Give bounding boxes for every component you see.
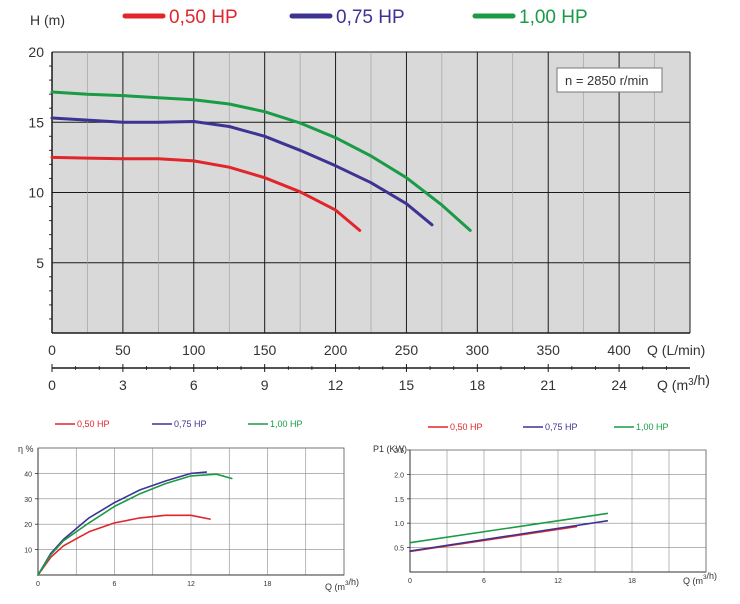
- efficiency-grid: [37, 447, 345, 576]
- x-tick-label: 18: [264, 581, 272, 588]
- flow-m3h-axis: [51, 364, 690, 372]
- head-axis-ticks: 5 10 15 20: [28, 44, 44, 271]
- efficiency-y-ticks: 10 20 30 40: [24, 471, 38, 555]
- x-tick-label: 200: [324, 342, 348, 358]
- legend-label: 0,50 HP: [77, 419, 110, 429]
- series-line: [37, 471, 208, 576]
- series-line: [50, 116, 434, 227]
- power-x-label: Q (m3/h): [683, 571, 717, 586]
- y-tick-label: 15: [28, 114, 44, 130]
- series-line: [409, 512, 609, 544]
- legend-label: 1,00 HP: [636, 422, 669, 432]
- x-tick-label: 150: [253, 342, 277, 358]
- x-tick-label: 0: [48, 342, 56, 358]
- power-chart: 0,50 HP 0,75 HP 1,00 HP P1 (KW) 0.5 1.0 1.5 2…: [373, 422, 717, 586]
- x2-tick-label: 18: [470, 377, 486, 393]
- efficiency-x-ticks: 0 6 12 18: [36, 581, 271, 588]
- flow-lmin-axis-label: Q (L/min): [647, 342, 705, 358]
- flow-lmin-axis-ticks: 0 50 100 150 200 250 300 350 400: [48, 342, 631, 358]
- power-grid: [409, 449, 707, 573]
- x2-tick-label: 12: [328, 377, 344, 393]
- head-flow-grid: [49, 51, 691, 334]
- x-tick-label: 100: [182, 342, 206, 358]
- series-line: [50, 90, 472, 232]
- efficiency-axis-label: η %: [18, 444, 34, 454]
- x-tick-label: 6: [482, 578, 486, 585]
- efficiency-chart: 0,50 HP 0,75 HP 1,00 HP η % 10 20 30 40 0 6 12 1…: [18, 419, 359, 592]
- series-line: [50, 155, 362, 232]
- x-tick-label: 50: [115, 342, 131, 358]
- x2-tick-label: 9: [261, 377, 269, 393]
- x-tick-label: 6: [113, 581, 117, 588]
- head-flow-legend: 0,50 HP 0,75 HP 1,00 HP: [122, 7, 588, 28]
- legend-label: 0,50 HP: [450, 422, 483, 432]
- series-line: [37, 473, 233, 576]
- x2-tick-label: 0: [48, 377, 56, 393]
- power-curves: [409, 512, 609, 553]
- legend-label: 1,00 HP: [270, 419, 303, 429]
- x-tick-label: 18: [628, 578, 636, 585]
- efficiency-x-label: Q (m3/h): [325, 577, 359, 592]
- x2-tick-label: 15: [399, 377, 415, 393]
- legend-label: 0,75 HP: [174, 419, 207, 429]
- x-tick-label: 350: [537, 342, 561, 358]
- x2-tick-label: 6: [190, 377, 198, 393]
- legend-label: 0,50 HP: [169, 7, 238, 28]
- power-x-ticks: 0 6 12 18: [408, 578, 636, 585]
- power-y-ticks: 0.5 1.0 1.5 2.0 2.5: [394, 448, 410, 553]
- power-legend: 0,50 HP 0,75 HP 1,00 HP: [428, 422, 669, 432]
- y-tick-label: 30: [24, 497, 32, 504]
- x-tick-label: 12: [187, 581, 195, 588]
- x-tick-label: 300: [466, 342, 490, 358]
- series-line: [409, 520, 609, 552]
- x2-tick-label: 21: [540, 377, 556, 393]
- y-tick-label: 2.5: [394, 448, 404, 455]
- x-tick-label: 0: [408, 578, 412, 585]
- head-flow-chart: 0,50 HP 0,75 HP 1,00 HP H (m) 5 10 15 20 0 50 1…: [28, 7, 709, 393]
- flow-m3h-axis-ticks: 0 3 6 9 12 15 18 21 24: [48, 377, 627, 393]
- y-tick-label: 0.5: [394, 546, 404, 553]
- x-tick-label: 400: [607, 342, 631, 358]
- legend-label: 0,75 HP: [545, 422, 578, 432]
- y-tick-label: 40: [24, 471, 32, 478]
- speed-annotation: n = 2850 r/min: [556, 67, 663, 93]
- y-tick-label: 20: [24, 522, 32, 529]
- x2-tick-label: 3: [119, 377, 127, 393]
- y-tick-label: 1.0: [394, 521, 404, 528]
- speed-annotation-text: n = 2850 r/min: [565, 73, 648, 88]
- legend-label: 1,00 HP: [519, 7, 588, 28]
- y-tick-label: 5: [36, 255, 44, 271]
- efficiency-legend: 0,50 HP 0,75 HP 1,00 HP: [55, 419, 303, 429]
- power-axis-label: P1 (KW): [373, 444, 407, 454]
- x-tick-label: 250: [395, 342, 419, 358]
- x2-tick-label: 24: [611, 377, 627, 393]
- x-tick-label: 0: [36, 581, 40, 588]
- head-flow-curves: [50, 90, 472, 232]
- y-tick-label: 2.0: [394, 472, 404, 479]
- x-tick-label: 12: [554, 578, 562, 585]
- y-tick-label: 1.5: [394, 497, 404, 504]
- legend-label: 0,75 HP: [336, 7, 405, 28]
- flow-m3h-axis-label: Q (m3/h): [657, 372, 710, 393]
- y-tick-label: 20: [28, 44, 44, 60]
- series-line: [37, 514, 211, 576]
- head-axis-label: H (m): [30, 12, 65, 28]
- efficiency-curves: [37, 471, 233, 576]
- y-tick-label: 10: [24, 548, 32, 555]
- y-tick-label: 10: [28, 185, 44, 201]
